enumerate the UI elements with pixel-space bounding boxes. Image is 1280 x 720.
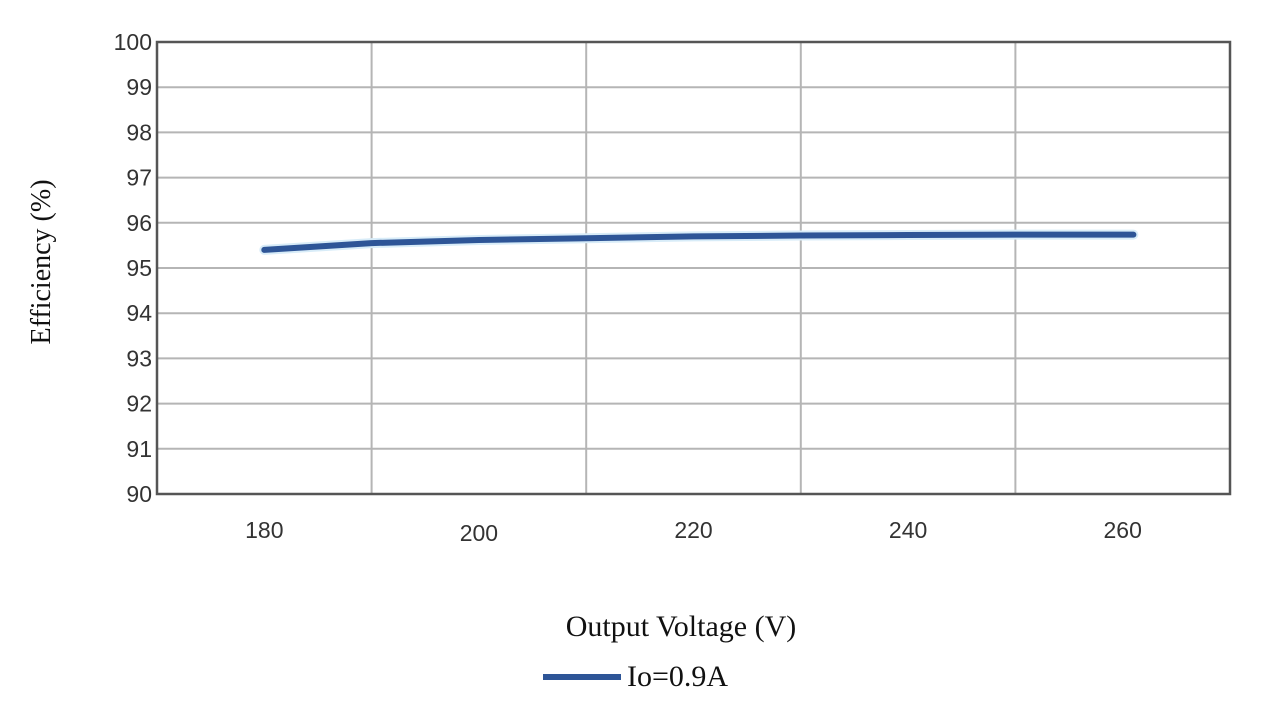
y-tick-label: 96 xyxy=(126,210,152,236)
x-axis-ticks: 180 200 220 240 260 xyxy=(245,517,1142,546)
series-lines xyxy=(259,229,1139,255)
x-tick-label: 220 xyxy=(674,517,712,543)
y-tick-label: 95 xyxy=(126,255,152,281)
series-line xyxy=(261,231,1137,253)
legend: Io=0.9A xyxy=(543,660,728,694)
y-axis-ticks: 90 91 92 93 94 95 96 97 98 99 100 xyxy=(114,29,153,507)
x-tick-label: 240 xyxy=(889,517,927,543)
plot-frame xyxy=(155,40,1232,496)
legend-line-swatch xyxy=(543,674,621,680)
x-axis-label: Output Voltage (V) xyxy=(565,610,797,643)
y-tick-label: 93 xyxy=(126,345,152,371)
legend-label: Io=0.9A xyxy=(627,660,729,693)
y-axis-label: Efficiency (%) xyxy=(26,179,57,344)
x-tick-label: 260 xyxy=(1104,517,1142,543)
y-tick-label: 91 xyxy=(126,436,152,462)
x-tick-label: 200 xyxy=(460,520,498,546)
grid-lines xyxy=(157,41,1230,495)
y-tick-label: 97 xyxy=(126,165,152,191)
y-tick-label: 99 xyxy=(126,74,152,100)
y-tick-label: 98 xyxy=(126,119,152,145)
y-tick-label: 92 xyxy=(126,391,152,417)
y-tick-label: 94 xyxy=(126,300,152,326)
y-tick-label: 90 xyxy=(126,481,152,507)
x-tick-label: 180 xyxy=(245,517,283,543)
y-tick-label: 100 xyxy=(114,29,152,55)
